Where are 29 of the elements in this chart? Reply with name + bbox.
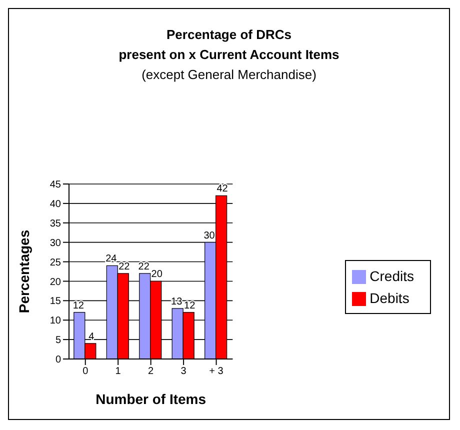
y-tick-label: 45 [50,180,62,191]
y-tick-label: 20 [50,276,62,288]
y-tick-label: 30 [50,238,62,249]
chart-title: Percentage of DRCs present on x Current Account Items [118,26,340,64]
y-tick-label: 25 [50,257,62,268]
data-label: 12 [72,300,84,312]
data-label: 12 [184,300,196,312]
y-tick-label: 15 [50,296,62,308]
x-tick-label: + 3 [209,366,224,378]
y-tick-label: 40 [50,198,62,210]
x-tick-label: 0 [82,366,89,378]
legend-label: Credits [370,268,414,284]
chart-subtitle: (except General Merchandise) [140,66,318,84]
data-label: 30 [204,230,216,242]
y-tick-label: 0 [55,354,62,366]
legend-label: Debits [370,290,410,306]
y-tick-label: 10 [50,316,62,327]
x-tick-label: 1 [115,366,122,378]
data-label: 42 [216,184,228,195]
data-label: 22 [138,261,150,272]
data-label: 24 [106,254,118,265]
x-axis-title: Number of Items [96,391,206,407]
x-tick-label: 3 [180,366,187,378]
data-label: 20 [151,269,163,280]
x-tick-label: 2 [148,366,154,378]
data-label: 22 [118,261,130,272]
y-axis-title: Percentages [16,230,32,314]
y-tick-label: 5 [55,335,62,346]
y-tick-label: 35 [50,218,62,230]
